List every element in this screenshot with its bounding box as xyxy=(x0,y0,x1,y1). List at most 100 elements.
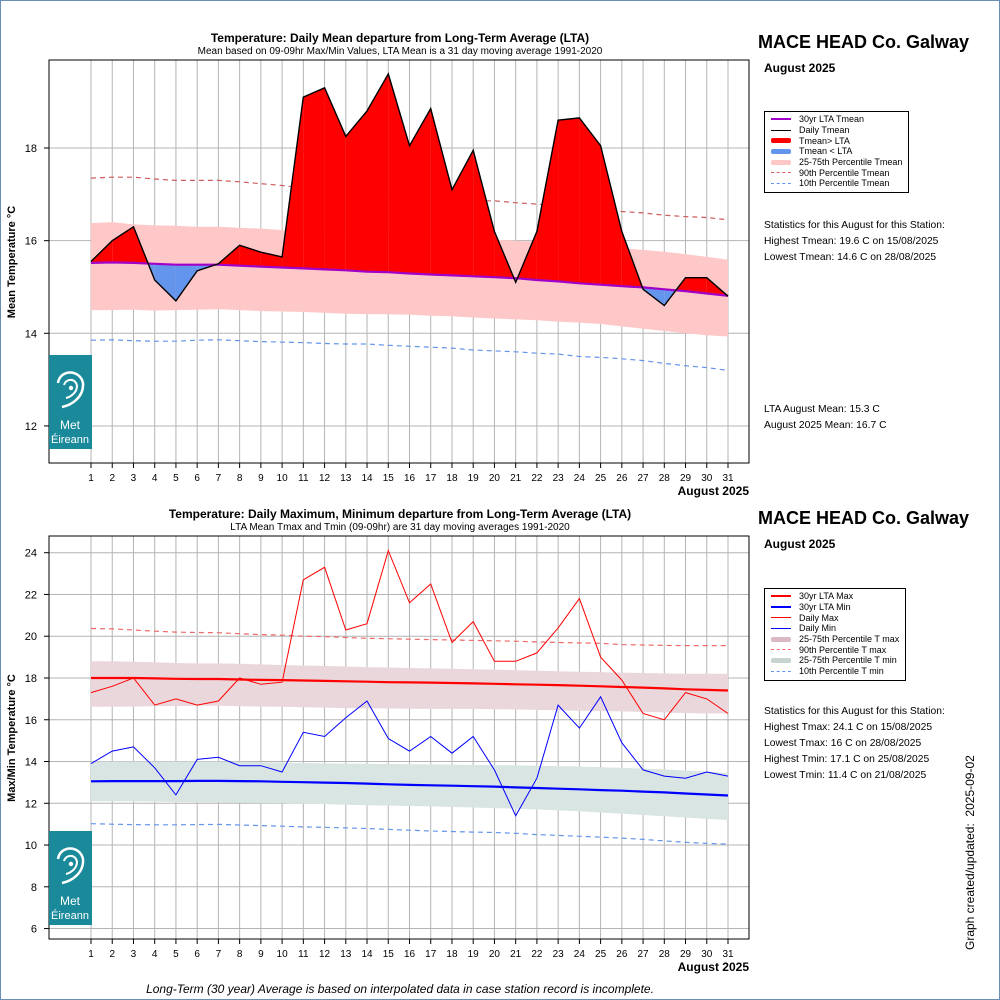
x-tick-label: 11 xyxy=(298,949,309,960)
legend-swatch-mark xyxy=(771,636,791,642)
legend-item: Daily Tmean xyxy=(771,125,902,136)
panel1-legend: 30yr LTA Tmean Daily Tmean Tmean> LTA Tmean… xyxy=(764,111,910,193)
logo-text-eireann: Éireann xyxy=(51,909,89,922)
created-date: 2025-09-02 xyxy=(963,755,977,817)
x-tick-label: 6 xyxy=(194,473,200,484)
x-tick-label: 20 xyxy=(489,949,501,960)
legend-swatch xyxy=(771,635,791,643)
x-tick-label: 30 xyxy=(701,949,713,960)
line-daily-tmean xyxy=(90,72,729,307)
panel2-stat-highest-tmin: Highest Tmin: 17.1 C on 25/08/2025 xyxy=(764,754,930,765)
line-lta-max xyxy=(91,676,729,692)
legend-label: 30yr LTA Min xyxy=(799,602,851,613)
x-tick-label: 16 xyxy=(404,473,416,484)
x-tick-label: 15 xyxy=(383,949,395,960)
x-tick-label: 24 xyxy=(574,473,586,484)
x-tick-label: 19 xyxy=(468,473,480,484)
legend-swatch xyxy=(771,147,791,155)
logo-text-met: Met xyxy=(60,418,81,432)
x-tick-label: 5 xyxy=(173,473,179,484)
panel2-plot: Temperature: Daily Maximum, Minimum depa… xyxy=(6,507,750,974)
legend-item: 25-75th Percentile T min xyxy=(771,655,899,666)
legend-swatch-mark xyxy=(771,182,791,184)
legend-item: Tmean> LTA xyxy=(771,135,902,146)
x-tick-label: 14 xyxy=(361,949,373,960)
line-10th-tmin xyxy=(90,823,729,845)
fill-above-lta xyxy=(558,117,580,284)
legend-item: 10th Percentile T min xyxy=(771,666,899,677)
legend-item: Daily Min xyxy=(771,623,899,634)
panel1-stat-lowest: Lowest Tmean: 14.6 C on 28/08/2025 xyxy=(764,252,937,263)
y-tick-label: 22 xyxy=(25,589,37,601)
chart-title: Temperature: Daily Maximum, Minimum depa… xyxy=(169,507,631,521)
legend-label: 30yr LTA Tmean xyxy=(799,114,865,125)
x-tick-label: 6 xyxy=(194,949,200,960)
panel2-legend: 30yr LTA Max 30yr LTA Min Daily Max Daily M… xyxy=(764,588,907,681)
x-tick-label: 11 xyxy=(298,473,309,484)
panel1-stat-highest: Highest Tmean: 19.6 C on 15/08/2025 xyxy=(764,236,939,247)
panel2-period: August 2025 xyxy=(764,537,836,551)
panel1-lta-mean: LTA August Mean: 15.3 C xyxy=(764,404,880,415)
panel2-stats-title: Statistics for this August for this Stat… xyxy=(764,706,945,717)
x-tick-label: 28 xyxy=(659,473,671,484)
legend-label: 10th Percentile T min xyxy=(799,666,884,677)
x-tick-label: 7 xyxy=(216,473,222,484)
fill-below-lta xyxy=(154,263,176,301)
x-tick-label: 31 xyxy=(722,949,734,960)
panel2-stat-highest-tmax: Highest Tmax: 24.1 C on 15/08/2025 xyxy=(764,722,933,733)
x-tick-label: 22 xyxy=(531,949,543,960)
y-tick-label: 14 xyxy=(25,757,37,769)
x-tick-label: 23 xyxy=(553,949,565,960)
line-lta-min xyxy=(90,779,729,797)
legend-item: 10th Percentile Tmean xyxy=(771,178,902,189)
y-tick-label: 6 xyxy=(31,924,37,936)
legend-label: 30yr LTA Max xyxy=(799,591,854,602)
x-tick-label: 13 xyxy=(340,949,352,960)
legend-swatch-mark xyxy=(771,148,791,154)
fill-above-lta xyxy=(430,108,452,276)
y-tick-label: 14 xyxy=(25,328,37,340)
legend-swatch xyxy=(771,158,791,166)
x-tick-label: 28 xyxy=(659,949,671,960)
data-layer xyxy=(90,72,729,371)
legend-label: 25-75th Percentile T max xyxy=(799,634,900,645)
x-tick-label: 22 xyxy=(531,473,543,484)
logo-swirl-inner xyxy=(63,378,79,399)
y-tick-label: 24 xyxy=(25,548,37,560)
legend-swatch-mark xyxy=(771,627,791,629)
legend-swatch-mark xyxy=(771,657,791,663)
x-tick-label: 14 xyxy=(361,473,373,484)
line-daily-min xyxy=(90,695,729,817)
legend-swatch xyxy=(771,137,791,145)
x-tick-label: 31 xyxy=(722,473,734,484)
legend-label: 90th Percentile T max xyxy=(799,644,887,655)
band-25-75-tmin xyxy=(91,761,728,820)
x-axis: 1 2 3 4 5 6 7 8 9 10 11 12 13 14 15 16 17 18 19 20 21 22 23 24 2… xyxy=(88,463,749,498)
y-tick-label: 12 xyxy=(25,798,37,810)
legend-label: Daily Tmean xyxy=(799,125,850,136)
x-tick-label: 25 xyxy=(595,949,607,960)
grid xyxy=(49,536,749,939)
legend-label: Daily Min xyxy=(799,623,837,634)
y-axis-label: Mean Temperature °C xyxy=(6,206,18,318)
panel1-month-mean: August 2025 Mean: 16.7 C xyxy=(764,420,887,431)
legend-label: 90th Percentile Tmean xyxy=(799,167,890,178)
x-tick-label: 1 xyxy=(88,473,94,484)
legend-swatch-mark xyxy=(771,138,791,144)
fill-above-lta xyxy=(452,150,474,277)
created-label: Graph created/updated: xyxy=(963,823,977,950)
panel2-stat-lowest-tmax: Lowest Tmax: 16 C on 28/08/2025 xyxy=(764,738,922,749)
legend-swatch xyxy=(771,603,791,611)
panel1-stats: Statistics for this August for this Stat… xyxy=(764,218,945,266)
legend-item: 90th Percentile T max xyxy=(771,644,899,655)
line-lta-tmean xyxy=(90,261,729,297)
fill-above-lta xyxy=(473,150,495,278)
fill-above-lta xyxy=(409,108,431,275)
panel2-stat-lowest-tmin: Lowest Tmin: 11.4 C on 21/08/2025 xyxy=(764,770,927,781)
x-tick-label: 19 xyxy=(468,949,480,960)
x-tick-label: 8 xyxy=(237,473,243,484)
x-tick-label: 9 xyxy=(258,949,264,960)
x-tick-label: 3 xyxy=(131,473,137,484)
x-axis-label: August 2025 xyxy=(678,960,750,974)
